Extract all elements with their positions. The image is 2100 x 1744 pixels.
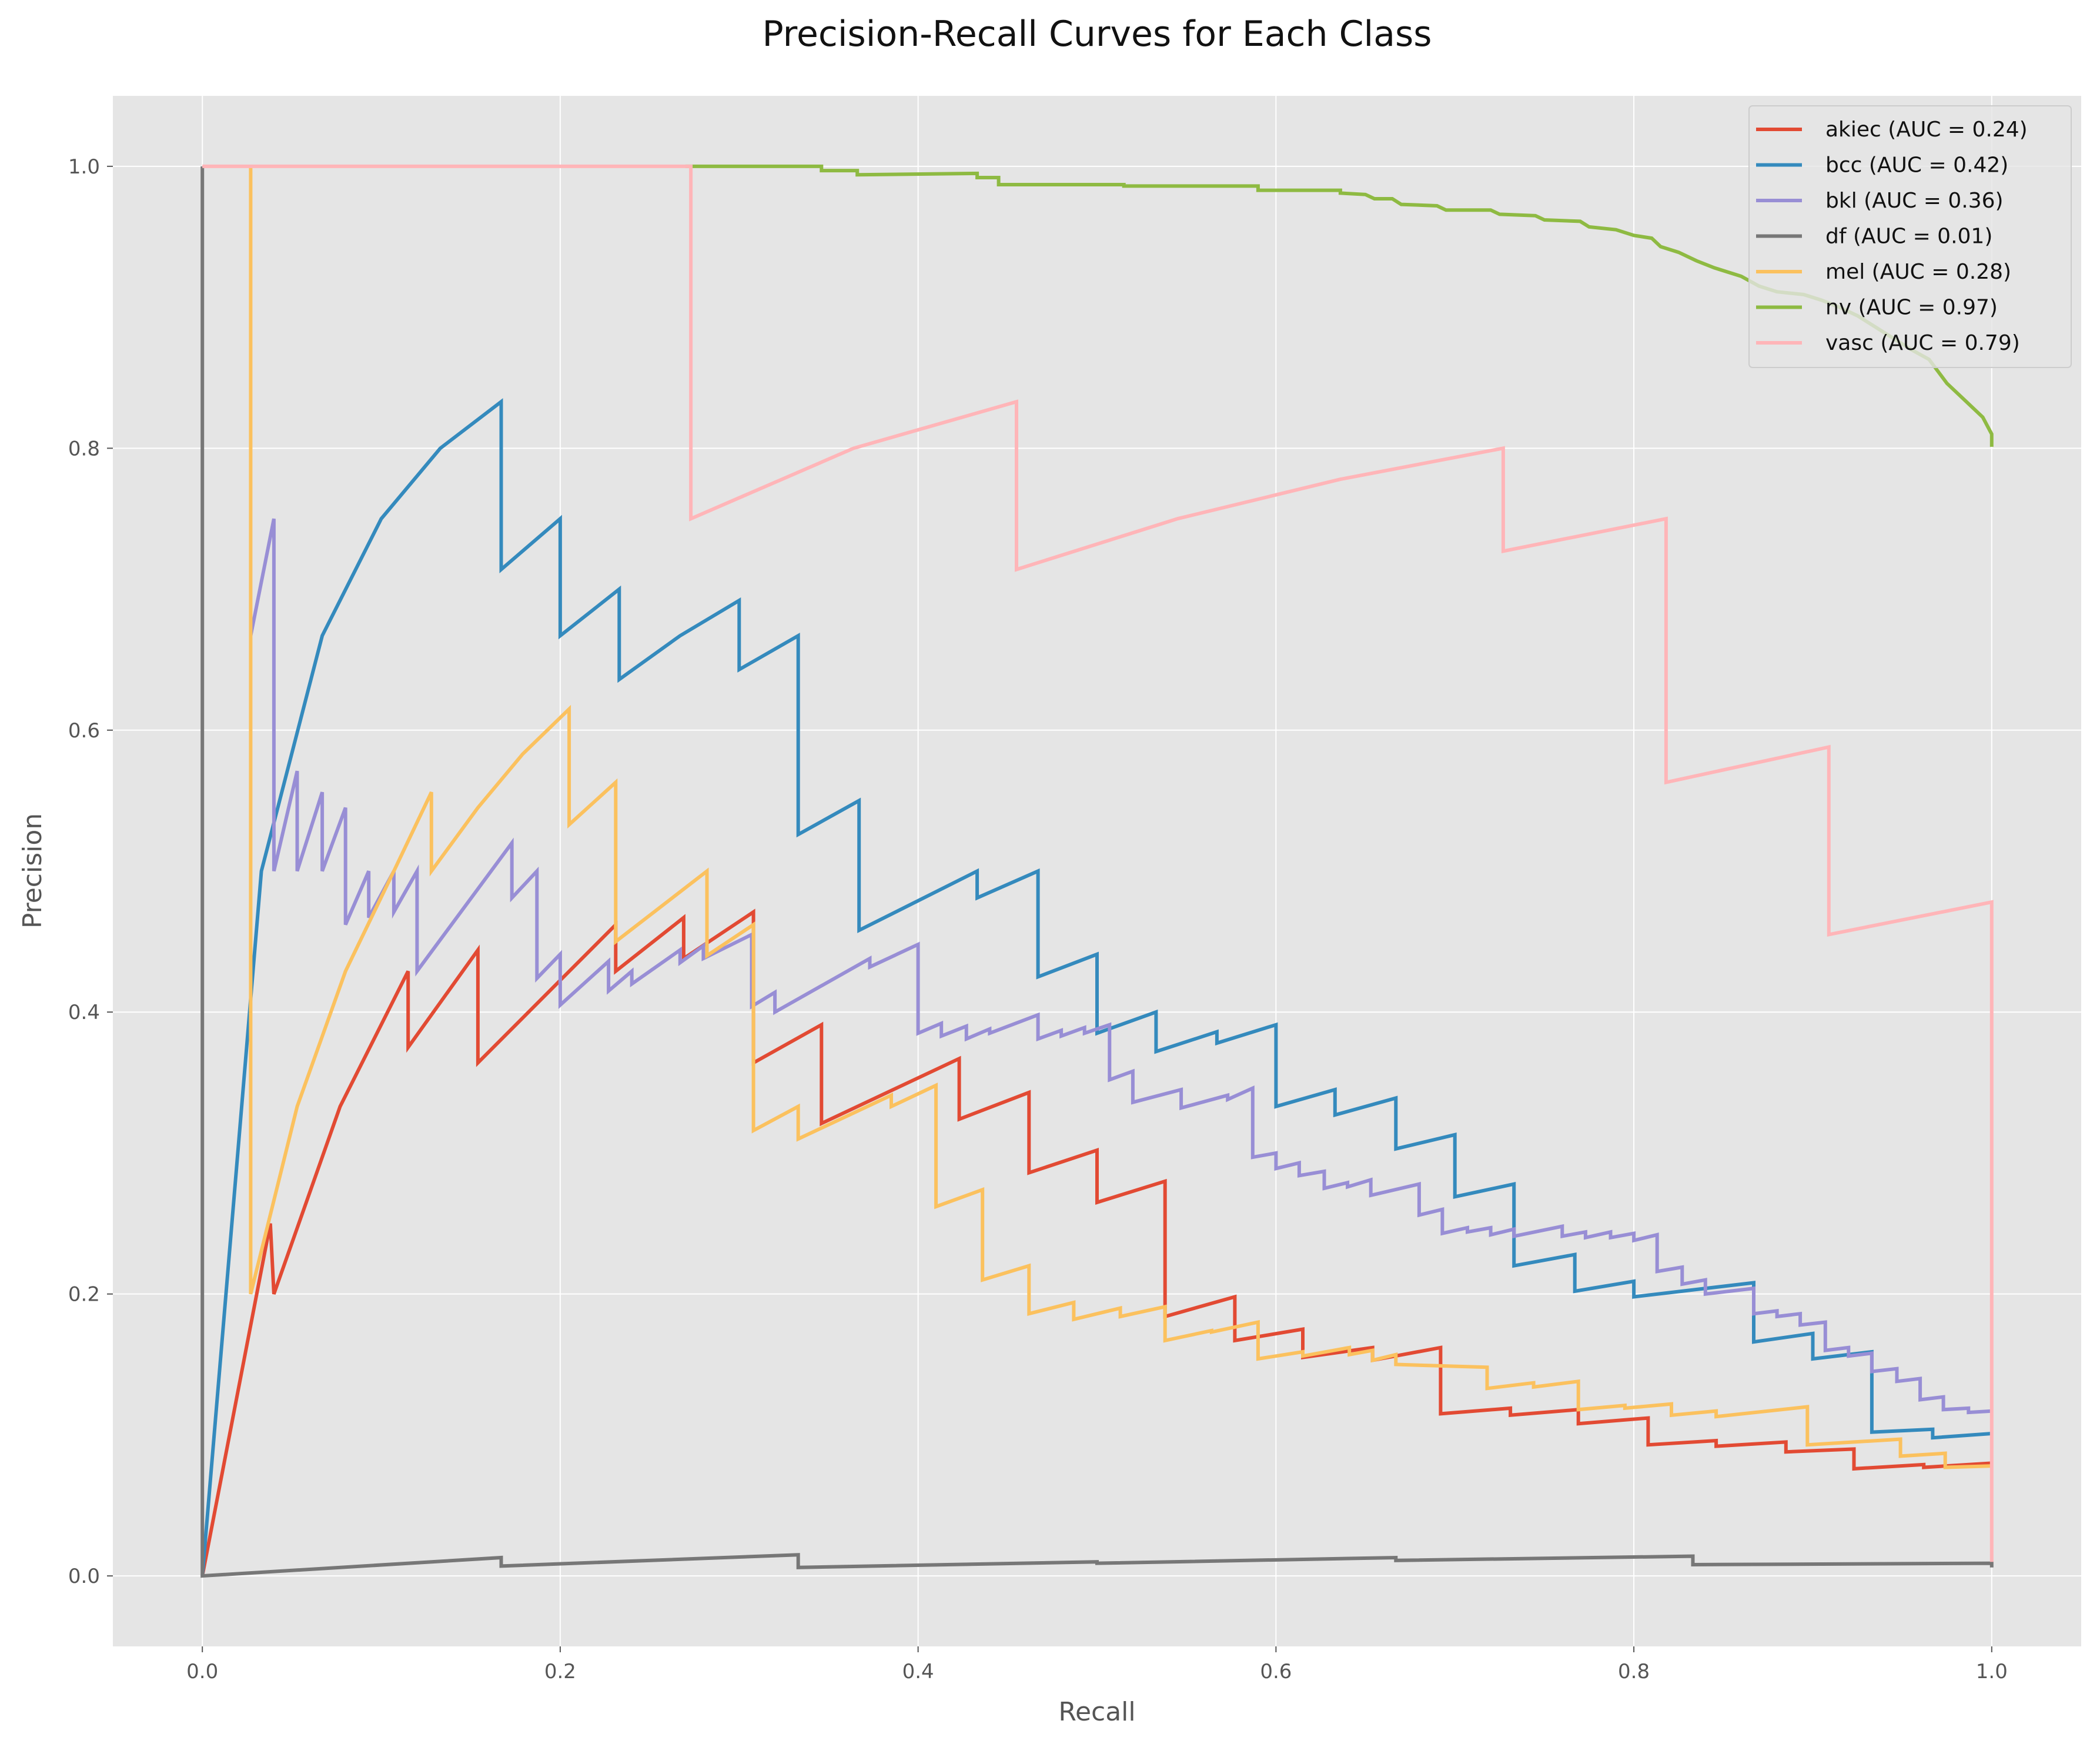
x-tick-label: 0.4 [902, 1660, 934, 1683]
series-lines [200, 164, 1994, 1578]
y-axis-title: Precision [18, 813, 48, 928]
legend-label-mel: mel (AUC = 0.28) [1825, 260, 2011, 284]
series-line-bkl [249, 518, 1992, 1415]
series-line-df [200, 166, 1994, 1578]
series-line-vasc [202, 164, 1994, 1562]
series-line-mel [249, 166, 1992, 1469]
legend-label-akiec: akiec (AUC = 0.24) [1825, 118, 2028, 142]
y-tick-label: 0.8 [68, 437, 100, 460]
x-tick-label: 0.0 [186, 1660, 218, 1683]
axis-ticks: 0.0 0.2 0.4 0.6 0.8 1.0 0.0 0.2 0.4 0.6 0.8 1.0 [68, 155, 2008, 1683]
y-tick-label: 0.2 [68, 1283, 100, 1307]
legend-label-df: df (AUC = 0.01) [1825, 225, 1992, 249]
x-tick-label: 0.2 [544, 1660, 576, 1683]
legend-label-nv: nv (AUC = 0.97) [1825, 296, 1998, 320]
chart-title: Precision-Recall Curves for Each Class [763, 14, 1432, 55]
legend: akiec (AUC = 0.24) bcc (AUC = 0.42) bkl (A… [1748, 105, 2072, 368]
y-tick-label: 0.4 [68, 1001, 100, 1024]
x-axis-title: Recall [1058, 1697, 1135, 1727]
legend-label-vasc: vasc (AUC = 0.79) [1825, 331, 2020, 355]
legend-label-bkl: bkl (AUC = 0.36) [1825, 189, 2004, 213]
series-line-bcc [200, 398, 1992, 1576]
legend-label-bcc: bcc (AUC = 0.42) [1825, 153, 2008, 178]
x-tick-label: 0.6 [1260, 1660, 1292, 1683]
x-tick-label: 1.0 [1976, 1660, 2008, 1683]
y-tick-label: 0.6 [68, 719, 100, 743]
y-tick-label: 1.0 [68, 155, 100, 179]
legend-box [1748, 105, 2072, 368]
x-tick-label: 0.8 [1618, 1660, 1650, 1683]
y-tick-label: 0.0 [68, 1565, 100, 1588]
